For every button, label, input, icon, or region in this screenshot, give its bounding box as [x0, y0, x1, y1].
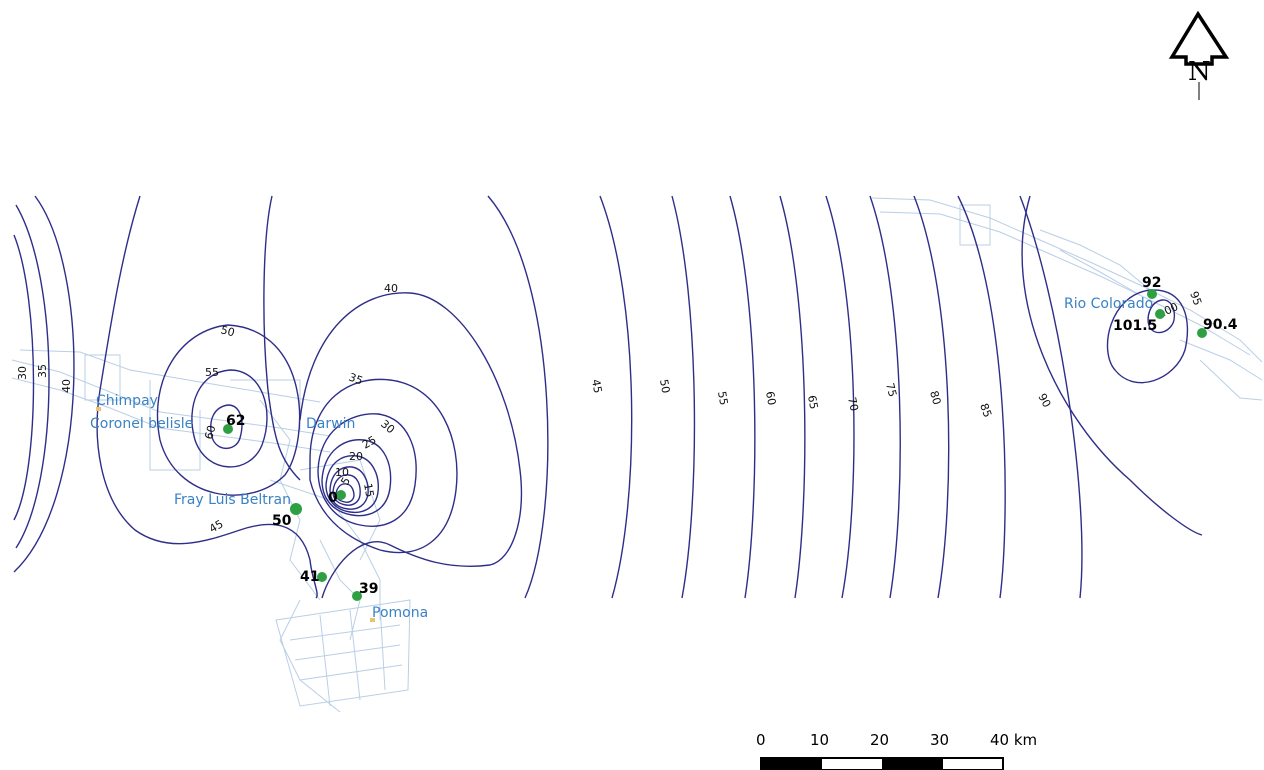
station-value: 50 — [272, 513, 292, 529]
station-value: 0 — [328, 490, 338, 506]
contour-label: 50 — [657, 378, 672, 394]
contour-label: 60 — [202, 424, 218, 441]
contour-label: 75 — [883, 382, 899, 399]
station-marker — [1155, 309, 1165, 319]
station-marker — [290, 503, 302, 515]
contour-label: 30 — [16, 366, 29, 380]
contour-label: 80 — [927, 389, 943, 406]
contour-label: 70 — [845, 396, 861, 412]
place-labels: Chimpay Coronel belisle Darwin Fray Luis… — [90, 296, 1153, 622]
contour-label: 25 — [360, 433, 379, 451]
station-marker — [336, 490, 346, 500]
scale-tick-label: 30 — [930, 731, 949, 749]
place-fray-luis-beltran: Fray Luis Beltran — [174, 492, 291, 508]
contour-label: 40 — [60, 379, 73, 393]
scale-tick-label: 0 — [756, 731, 766, 749]
place-rio-colorado: Rio Colorado — [1064, 296, 1153, 312]
station-value: 62 — [226, 413, 245, 429]
stations: 62 0 50 41 39 92 101.5 90.4 — [223, 275, 1238, 601]
contour-label: 90 — [1035, 391, 1053, 409]
contour-label: 50 — [219, 323, 236, 339]
contour-label: 65 — [805, 394, 820, 410]
north-letter: N — [1188, 57, 1211, 87]
scale-tick-label: 40 km — [990, 731, 1037, 749]
station-value: 101.5 — [1113, 318, 1157, 334]
contour-label: 45 — [589, 378, 604, 394]
station-value: 39 — [359, 581, 378, 597]
scale-bar: 0 10 20 30 40 km — [756, 731, 1037, 770]
north-arrow: N — [1168, 10, 1230, 100]
contour-label: 20 — [349, 450, 363, 463]
station-marker — [1197, 328, 1207, 338]
contour-label: 45 — [207, 517, 226, 535]
place-darwin: Darwin — [306, 416, 355, 432]
place-coronel-belisle: Coronel belisle — [90, 416, 193, 432]
contour-label: 95 — [1187, 290, 1204, 308]
contour-label: 55 — [205, 366, 219, 379]
irrigation-network — [11, 197, 1263, 713]
contour-label: 55 — [715, 390, 730, 406]
contour-labels: 30 35 40 50 55 60 45 40 35 30 25 20 10 5… — [16, 282, 1204, 536]
contour-label: 85 — [977, 402, 994, 420]
contour-label: 15 — [361, 482, 376, 498]
contour-label: 35 — [347, 371, 365, 388]
station-marker — [317, 572, 327, 582]
station-value: 92 — [1142, 275, 1161, 291]
scale-tick-label: 20 — [870, 731, 889, 749]
contour-lines — [13, 195, 1203, 599]
scale-tick-label: 10 — [810, 731, 829, 749]
contour-label: 35 — [36, 364, 49, 378]
station-value: 90.4 — [1203, 317, 1238, 333]
station-value: 41 — [300, 569, 319, 585]
place-pomona: Pomona — [372, 605, 428, 621]
contour-label: 60 — [763, 390, 778, 406]
contour-label: 10 — [335, 466, 349, 479]
station-marker — [1147, 289, 1157, 299]
station-marker — [352, 591, 362, 601]
place-chimpay: Chimpay — [96, 393, 158, 409]
station-marker — [223, 424, 233, 434]
contour-label: 40 — [384, 282, 398, 295]
